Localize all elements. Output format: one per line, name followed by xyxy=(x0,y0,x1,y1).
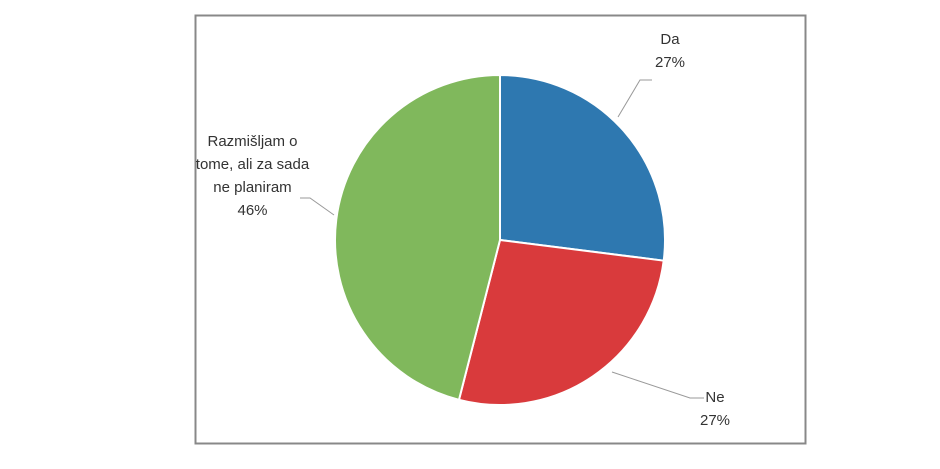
leader-line xyxy=(611,371,704,399)
leader-line xyxy=(300,197,335,216)
pie-slice xyxy=(499,73,666,262)
leader-line xyxy=(617,79,652,118)
slice-label: Ne 27% xyxy=(685,386,745,432)
slice-name: Da xyxy=(660,31,680,48)
pie-slice xyxy=(457,238,665,406)
slice-value: 27% xyxy=(654,54,686,71)
slice-label: Razmišljam o tome, ali za sada ne planir… xyxy=(195,130,310,222)
pie-slice xyxy=(334,73,501,402)
slice-name: Razmišljam o tome, ali za sada ne planir… xyxy=(195,133,310,196)
slice-value: 27% xyxy=(699,412,731,429)
slice-name: Ne xyxy=(705,389,725,406)
slice-value: 46% xyxy=(237,202,268,219)
slice-label: Da 27% xyxy=(640,28,700,74)
